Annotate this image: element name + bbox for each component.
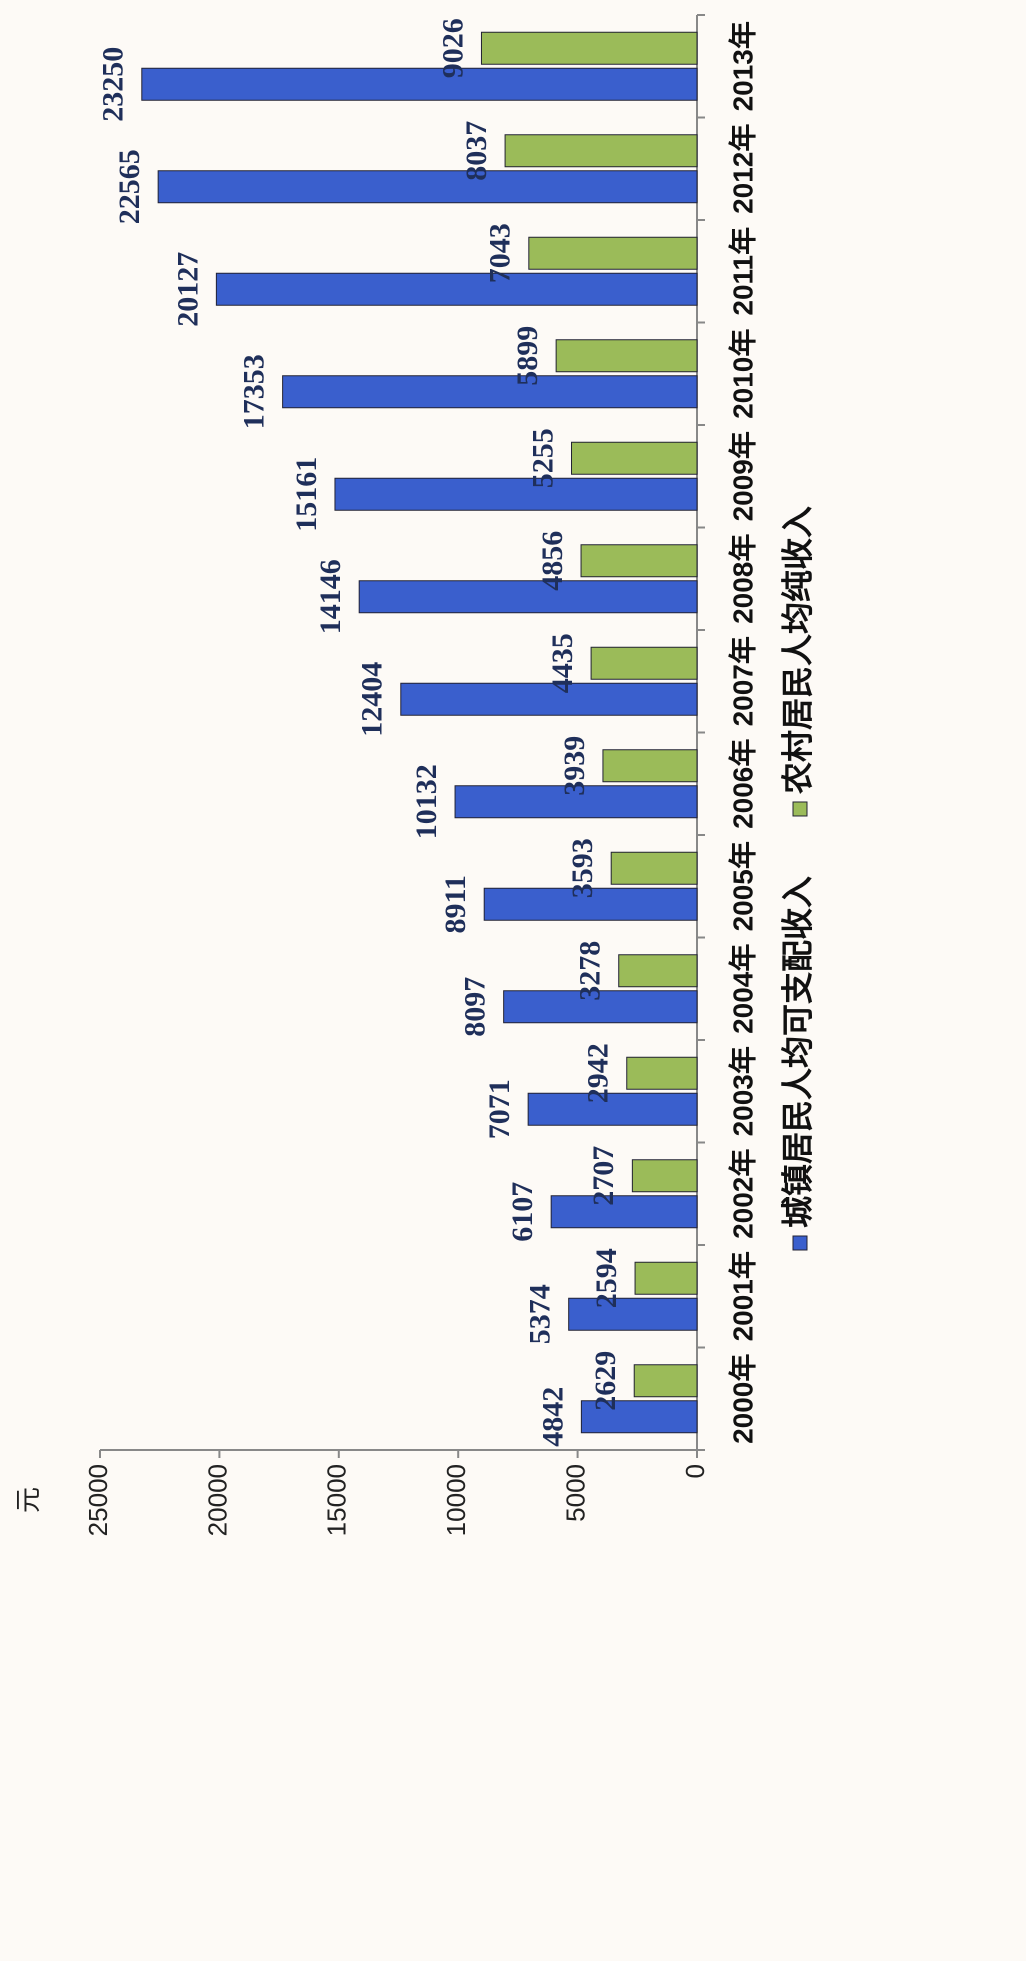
value-label: 6107 bbox=[506, 1182, 539, 1242]
x-tick-label: 2012年 bbox=[726, 124, 758, 214]
value-label: 4856 bbox=[536, 531, 569, 591]
bar bbox=[400, 682, 698, 716]
value-label: 2594 bbox=[590, 1248, 623, 1308]
y-tick-label: 10000 bbox=[441, 1464, 471, 1536]
x-tick-label: 2013年 bbox=[726, 21, 758, 111]
legend-label: 农村居民人均纯收入 bbox=[779, 506, 817, 794]
bar bbox=[590, 646, 698, 680]
legend-label: 城镇居民人均可支配收入 bbox=[779, 876, 817, 1228]
x-tick-label: 2001年 bbox=[726, 1251, 758, 1341]
bar bbox=[480, 31, 698, 65]
value-label: 12404 bbox=[356, 662, 389, 737]
value-label: 7043 bbox=[484, 223, 517, 283]
bar bbox=[555, 339, 698, 373]
bar bbox=[454, 785, 698, 819]
y-axis-label: 元 bbox=[13, 1487, 43, 1513]
x-tick-label: 2007年 bbox=[726, 636, 758, 726]
x-tick-label: 2006年 bbox=[726, 739, 758, 829]
value-label: 2942 bbox=[582, 1043, 615, 1103]
legend-swatch bbox=[792, 1235, 808, 1251]
value-label: 20127 bbox=[171, 252, 204, 327]
plot: 元 0 5000 10000 15000 20000 25000 2000年 4842 2629… bbox=[13, 14, 817, 1536]
y-tick-label: 5000 bbox=[560, 1464, 590, 1522]
value-label: 3278 bbox=[574, 941, 607, 1001]
value-label: 15161 bbox=[290, 457, 323, 532]
x-tick-label: 2003年 bbox=[726, 1046, 758, 1136]
bar bbox=[527, 1092, 698, 1126]
value-label: 8097 bbox=[459, 977, 492, 1037]
bar bbox=[626, 1056, 698, 1090]
value-label: 8911 bbox=[439, 875, 472, 933]
x-tick-label: 2008年 bbox=[726, 534, 758, 624]
bar bbox=[215, 272, 698, 306]
y-tick-label: 0 bbox=[680, 1464, 710, 1478]
value-label: 8037 bbox=[460, 121, 493, 181]
legend-swatch bbox=[792, 801, 808, 817]
bar bbox=[550, 1195, 698, 1229]
x-tick-label: 2000年 bbox=[726, 1354, 758, 1444]
value-label: 5899 bbox=[511, 326, 544, 386]
bar bbox=[634, 1261, 698, 1295]
bar bbox=[633, 1364, 698, 1398]
bar bbox=[141, 67, 698, 101]
value-label: 22565 bbox=[113, 149, 146, 224]
bar bbox=[580, 1400, 698, 1434]
bar bbox=[358, 580, 698, 614]
value-label: 2629 bbox=[589, 1351, 622, 1411]
value-label: 7071 bbox=[483, 1079, 516, 1139]
x-tick-label: 2011年 bbox=[726, 227, 758, 316]
value-label: 5255 bbox=[526, 428, 559, 488]
value-label: 4435 bbox=[546, 633, 579, 693]
value-label: 9026 bbox=[436, 18, 469, 78]
x-tick-label: 2002年 bbox=[726, 1149, 758, 1239]
bar bbox=[157, 170, 698, 204]
x-tick-label: 2005年 bbox=[726, 841, 758, 931]
bar bbox=[568, 1297, 698, 1331]
y-tick-label: 20000 bbox=[202, 1464, 232, 1536]
value-label: 3593 bbox=[566, 838, 599, 898]
value-label: 5374 bbox=[524, 1284, 557, 1344]
bar bbox=[602, 749, 698, 783]
value-label: 3939 bbox=[558, 736, 591, 796]
x-tick-label: 2009年 bbox=[726, 431, 758, 521]
value-label: 23250 bbox=[97, 47, 130, 122]
bar bbox=[528, 236, 698, 270]
bar bbox=[571, 441, 698, 475]
bar bbox=[503, 990, 698, 1024]
bar bbox=[504, 134, 698, 168]
bar bbox=[580, 544, 698, 578]
x-tick-label: 2010年 bbox=[726, 329, 758, 419]
value-label: 4842 bbox=[536, 1387, 569, 1447]
bar bbox=[282, 375, 698, 409]
bar bbox=[610, 851, 698, 885]
y-tick-label: 15000 bbox=[322, 1464, 352, 1536]
value-label: 14146 bbox=[314, 559, 347, 634]
bar bbox=[631, 1159, 698, 1193]
y-tick-label: 25000 bbox=[83, 1464, 113, 1536]
bar bbox=[618, 954, 698, 988]
value-label: 2707 bbox=[587, 1146, 620, 1206]
bar bbox=[483, 887, 698, 921]
value-label: 17353 bbox=[238, 354, 271, 429]
x-tick-label: 2004年 bbox=[726, 944, 758, 1034]
bar bbox=[334, 477, 698, 511]
value-label: 10132 bbox=[410, 764, 443, 839]
